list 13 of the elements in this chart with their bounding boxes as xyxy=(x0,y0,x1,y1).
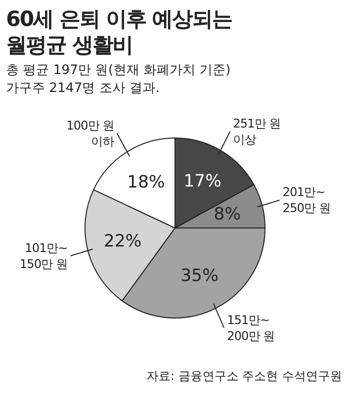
chart-title: 60세 은퇴 이후 예상되는 월평균 생활비 xyxy=(6,6,232,58)
slice-label: 100만 원 이하 xyxy=(66,118,115,148)
slice-label: 251만 원 이상 xyxy=(232,116,281,147)
data-label: 8% xyxy=(214,204,241,225)
chart-subtitle: 총 평균 197만 원(현재 화폐가치 기준) 가구주 2147명 조사 결과. xyxy=(6,62,231,98)
data-label: 35% xyxy=(180,266,218,286)
slice-label: 201만~ 250만 원 xyxy=(282,185,330,216)
slice-label: 101만~ 150만 원 xyxy=(20,240,68,271)
text: 자료: 금융연구소 주소현 수석연구원 xyxy=(146,368,342,385)
data-label: 18% xyxy=(127,172,165,192)
data-label: 17% xyxy=(184,172,222,192)
data-label: 22% xyxy=(104,231,142,252)
slice-label: 151만~ 200만 원 xyxy=(227,312,275,343)
